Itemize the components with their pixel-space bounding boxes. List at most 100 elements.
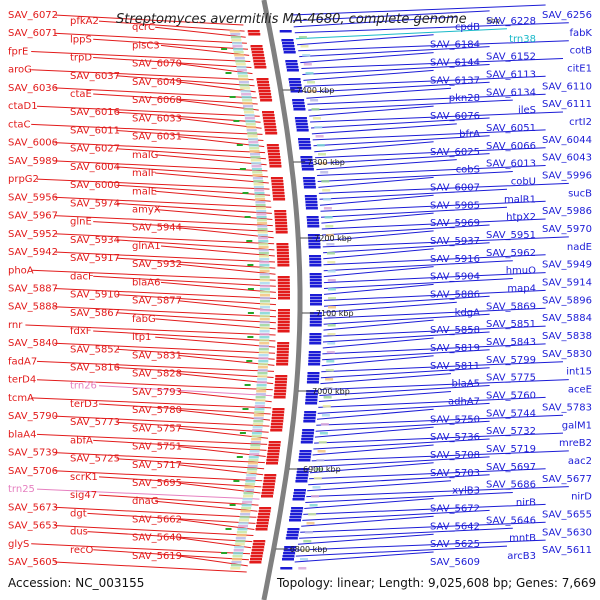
- cog-block-left: [251, 432, 262, 435]
- forward-gene-block: [266, 459, 279, 462]
- callout-line: [178, 300, 277, 312]
- gene-label: SAV_6036: [8, 83, 58, 94]
- reverse-gene-block: [294, 489, 306, 492]
- reverse-gene-block: [304, 195, 317, 198]
- callout-line: [320, 206, 508, 218]
- gene-label: SAV_5852: [70, 344, 120, 355]
- reverse-gene-block: [301, 168, 314, 171]
- gene-label: SAV_5744: [486, 408, 536, 419]
- cog-block-right: [312, 117, 321, 120]
- cog-block-right: [325, 369, 334, 372]
- forward-gene-block: [278, 297, 290, 300]
- callout-line: [323, 266, 434, 278]
- cog-block-left: [258, 354, 269, 357]
- cog-block-left: [259, 270, 270, 273]
- cog-block-right: [308, 90, 317, 93]
- cog-block-left: [233, 552, 244, 555]
- callout-line: [116, 294, 277, 306]
- cog-block-left: [255, 201, 266, 204]
- cog-block-left: [246, 129, 257, 132]
- gene-label: SAV_6111: [542, 99, 592, 110]
- reverse-gene-block: [289, 84, 302, 87]
- reverse-gene-block: [298, 456, 311, 459]
- marker-block: [247, 264, 254, 266]
- callout-line: [291, 4, 546, 16]
- gene-label: SAV_6228: [486, 16, 536, 27]
- forward-gene-block: [273, 396, 286, 399]
- cog-block-left: [243, 492, 254, 495]
- gene-label: cobS: [456, 165, 480, 176]
- callout-line: [54, 470, 263, 482]
- gene-label: SAV_5840: [8, 338, 58, 349]
- forward-gene-block: [258, 87, 271, 90]
- cog-block-left: [256, 216, 267, 219]
- forward-gene-block: [257, 81, 269, 84]
- callout-line: [316, 414, 564, 426]
- reverse-gene-block: [298, 459, 311, 462]
- reverse-gene-block: [284, 546, 297, 549]
- cog-block-left: [249, 453, 260, 456]
- cog-block-left: [254, 405, 265, 408]
- forward-gene-block: [270, 429, 283, 432]
- reverse-gene-block: [308, 246, 321, 249]
- reverse-gene-block: [309, 261, 322, 264]
- cog-block-left: [257, 225, 268, 228]
- scale-tick-label: 7400 kbp: [297, 86, 335, 95]
- callout-line: [323, 272, 546, 284]
- forward-gene-block: [268, 156, 281, 159]
- gene-label: SAV_5686: [486, 480, 536, 491]
- cog-block-left: [256, 210, 267, 213]
- callout-line: [310, 111, 564, 123]
- gene-label: SAV_5725: [70, 454, 120, 465]
- callout-line: [155, 336, 276, 348]
- cog-block-left: [238, 75, 248, 78]
- cog-block-left: [259, 336, 270, 339]
- cog-block-left: [259, 312, 270, 315]
- cog-block-left: [259, 285, 270, 288]
- reverse-gene-block: [305, 393, 318, 396]
- cog-block-left: [253, 180, 264, 183]
- reverse-gene-block: [291, 507, 304, 510]
- gene-label: glyS: [8, 539, 29, 550]
- callout-line: [322, 337, 434, 349]
- reverse-gene-block: [308, 243, 321, 246]
- callout-line: [93, 38, 249, 50]
- gene-label: SAV_5904: [430, 272, 480, 283]
- cog-block-left: [250, 153, 260, 156]
- callout-line: [314, 426, 434, 438]
- gene-label: mreB2: [559, 438, 592, 449]
- reverse-gene-block: [301, 435, 314, 438]
- gene-label: SAV_6043: [542, 153, 592, 164]
- reverse-gene-block: [306, 381, 319, 384]
- gene-label: SAV_6110: [542, 81, 592, 92]
- forward-gene-block: [272, 408, 285, 411]
- forward-gene-block: [263, 477, 276, 480]
- callout-line: [319, 379, 569, 391]
- reverse-gene-block: [285, 60, 298, 63]
- gene-label: hmuO: [506, 266, 536, 277]
- forward-gene-block: [252, 54, 265, 57]
- callout-line: [116, 239, 275, 251]
- cog-block-left: [231, 39, 242, 42]
- forward-gene-block: [248, 33, 261, 36]
- marker-block: [242, 192, 249, 194]
- callout-line: [304, 498, 434, 509]
- callout-line: [301, 58, 564, 69]
- forward-gene-block: [262, 114, 275, 117]
- callout-line: [178, 63, 253, 75]
- gene-label: SAV_5811: [430, 361, 480, 372]
- reverse-gene-block: [306, 219, 319, 222]
- callout-line: [98, 403, 271, 415]
- cog-block-right: [300, 558, 308, 561]
- callout-line: [116, 202, 272, 214]
- gene-label: SAV_6256: [542, 10, 592, 21]
- left-gene-labels: SAV_6072 pfkA2 qcrC SAV_6071 lppS plsC3 fprE tr…: [8, 10, 182, 568]
- cog-block-right: [298, 567, 307, 570]
- reverse-gene-block: [301, 432, 314, 435]
- gene-label: SAV_5910: [70, 290, 120, 301]
- reverse-gene-block: [307, 378, 320, 381]
- gene-label: sig47: [70, 490, 97, 501]
- gene-label: SAV_5646: [486, 515, 536, 526]
- gene-label: citE1: [567, 64, 592, 75]
- gene-label: scrK1: [70, 472, 98, 483]
